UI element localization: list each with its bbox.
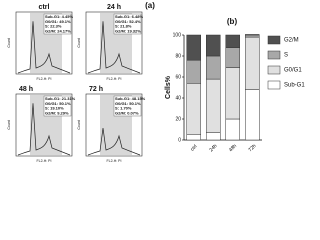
axis-label: FL2-H: PI	[37, 77, 52, 81]
x-tick-label: 24h	[208, 143, 218, 153]
x-tick-label: ctrl	[190, 144, 199, 153]
histogram-curve	[17, 21, 71, 74]
legend-label: Sub-G1	[284, 83, 305, 89]
stat-text: G2/M: 19.32%	[115, 28, 141, 33]
axis-label: FL2-H: PI	[107, 159, 122, 163]
bar-segment	[225, 47, 240, 68]
histogram-curve	[17, 103, 71, 156]
stat-text: G2/M: 9.29%	[45, 110, 69, 115]
stat-text: G0/G1: 50.1%	[115, 101, 141, 106]
bar-segment	[245, 89, 260, 141]
y-tick-label: 100	[173, 32, 182, 38]
axis-label: Count	[77, 120, 81, 129]
stats-box	[43, 95, 72, 117]
legend-swatch	[267, 35, 281, 45]
axis-label: FL2-H: PI	[37, 159, 52, 163]
panel-title: 24 h	[107, 4, 121, 11]
legend-label: G2/M	[284, 38, 299, 44]
stats-box	[113, 95, 142, 117]
stat-text: Sub-G1: 21.31%	[45, 96, 76, 101]
bar-segment	[225, 118, 240, 141]
bar-segment	[245, 34, 260, 38]
stat-text: G0/G1: 49.1%	[45, 19, 71, 24]
legend-swatch	[267, 80, 281, 90]
y-tick-label: 60	[175, 74, 181, 80]
bar-segment	[186, 59, 201, 84]
stat-text: Sub-G1: 4.45%	[45, 14, 73, 19]
axis-label: Count	[7, 120, 11, 129]
y-axis-label: Cells%	[165, 75, 172, 99]
axis-label: FL2-H: PI	[107, 77, 122, 81]
bar-segment	[206, 132, 221, 141]
stats-box	[113, 13, 142, 35]
bar-segment	[206, 34, 221, 57]
panel-title: ctrl	[39, 4, 50, 11]
bar-segment	[206, 78, 221, 133]
histogram-curve	[87, 21, 141, 74]
histogram-curve	[87, 128, 141, 156]
legend-swatch	[267, 50, 281, 60]
bar-segment	[206, 55, 221, 80]
stat-text: S: 1.70%	[115, 106, 132, 111]
stat-text: S: 21.8%	[115, 24, 132, 29]
stat-text: G0/G1: 52.4%	[115, 19, 141, 24]
legend-label: G0/G1	[284, 68, 302, 74]
stat-text: G2/M: 24.17%	[45, 28, 71, 33]
stat-text: G2/M: 0.07%	[115, 110, 139, 115]
bar-segment	[225, 34, 240, 48]
bar-segment	[186, 34, 201, 61]
panel-title: 48 h	[19, 86, 33, 93]
legend-label: S	[284, 53, 288, 59]
bar-segment	[186, 134, 201, 141]
y-tick-label: 20	[175, 116, 181, 122]
y-tick-label: 40	[175, 95, 181, 101]
y-tick-label: 0	[178, 137, 181, 143]
x-tick-label: 72h	[247, 143, 257, 153]
bar-segment	[225, 67, 240, 120]
axis-label: Count	[7, 38, 11, 47]
axis-label: Count	[77, 38, 81, 47]
stats-box	[43, 13, 72, 35]
bar-segment	[245, 36, 260, 90]
legend-swatch	[267, 65, 281, 75]
bar-segment	[245, 34, 260, 36]
bar-segment	[186, 83, 201, 136]
panel-label: (b)	[227, 17, 238, 26]
y-tick-label: 80	[175, 53, 181, 59]
stat-text: S: 22.3%	[45, 24, 62, 29]
x-tick-label: 48h	[228, 143, 238, 153]
stat-text: Sub-G1: 6.48%	[115, 14, 143, 19]
panel-title: 72 h	[89, 86, 103, 93]
panel-label: (a)	[145, 1, 155, 10]
stat-text: Sub-G1: 48.15%	[115, 96, 146, 101]
stat-text: G0/G1: 50.1%	[45, 101, 71, 106]
stat-text: S: 19.10%	[45, 106, 64, 111]
